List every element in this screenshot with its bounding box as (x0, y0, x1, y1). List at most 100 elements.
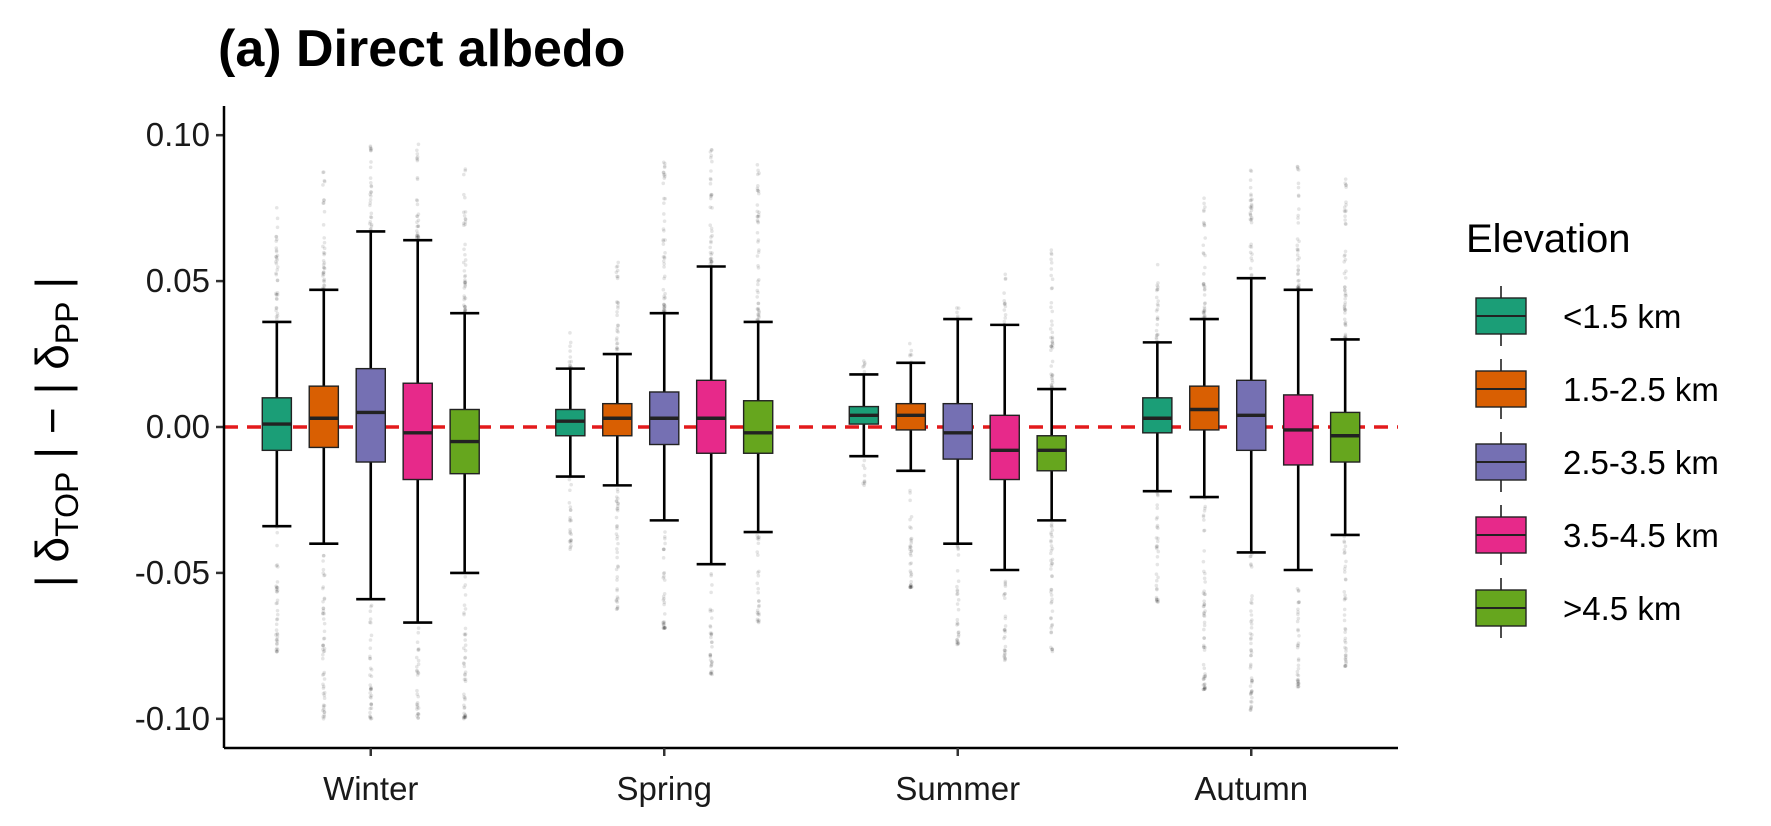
outlier-point (710, 233, 714, 238)
outlier-point (463, 713, 467, 718)
outlier-point (1249, 169, 1254, 173)
outlier-point (1249, 218, 1253, 222)
outlier-point (662, 574, 666, 579)
outlier-point (274, 587, 279, 591)
outlier-point (615, 508, 620, 513)
outlier-point (1296, 216, 1300, 220)
outlier-point (322, 714, 327, 719)
outlier-point (1249, 689, 1254, 693)
outlier-point (755, 581, 760, 586)
outlier-point (1343, 664, 1348, 668)
outlier-point (322, 713, 326, 717)
outlier-point (322, 629, 327, 634)
outlier-point (322, 596, 327, 601)
outlier-point (416, 224, 421, 229)
outlier-point (756, 282, 760, 287)
outlier-point (321, 271, 325, 276)
box-body (742, 400, 774, 454)
outlier-point (416, 630, 421, 635)
outlier-point (1202, 602, 1207, 607)
outlier-point (367, 221, 372, 226)
outlier-point (1049, 630, 1054, 634)
outlier-point (710, 251, 714, 255)
outlier-point (1343, 300, 1348, 305)
outlier-point (321, 643, 326, 648)
outlier-point (1296, 627, 1300, 632)
outlier-point (908, 491, 912, 495)
outlier-point (1202, 209, 1206, 214)
outlier-point (1202, 613, 1206, 618)
outlier-point (274, 234, 279, 239)
outlier-point (1249, 204, 1254, 208)
outlier-point (709, 663, 714, 668)
outlier-point (1003, 656, 1008, 660)
outlier-point (414, 664, 419, 669)
outlier-point (275, 314, 280, 318)
outlier-point (322, 179, 327, 184)
outlier-point (756, 306, 761, 311)
outlier-point (1250, 695, 1254, 700)
outlier-point (615, 323, 620, 328)
outlier-point (569, 359, 574, 364)
outlier-point (1202, 686, 1207, 690)
outlier-point (274, 305, 279, 310)
box-3-2 (1235, 276, 1267, 554)
outlier-point (908, 488, 912, 493)
x-tick-label: Autumn (1194, 770, 1308, 807)
outlier-point (955, 584, 959, 589)
outlier-point (1203, 685, 1207, 690)
outlier-points (321, 170, 327, 721)
outlier-point (756, 184, 760, 188)
outlier-point (756, 213, 761, 217)
outlier-point (1201, 559, 1206, 564)
outlier-point (1343, 636, 1348, 641)
outlier-point (1049, 588, 1054, 592)
outlier-point (274, 205, 279, 210)
outlier-point (1002, 636, 1006, 641)
outlier-point (1049, 344, 1053, 348)
outlier-point (462, 295, 467, 300)
outlier-point (1296, 185, 1301, 190)
outlier-point (275, 530, 280, 535)
outlier-point (615, 341, 620, 346)
outlier-point (1002, 596, 1007, 601)
outlier-point (275, 631, 280, 636)
outlier-point (321, 278, 326, 283)
outlier-point (955, 306, 959, 310)
outlier-points (708, 148, 714, 677)
outlier-point (414, 236, 419, 240)
outlier-point (662, 164, 667, 168)
outlier-point (615, 346, 619, 350)
outlier-point (1201, 281, 1206, 286)
outlier-point (1002, 651, 1007, 655)
outlier-point (615, 345, 619, 350)
outlier-point (1049, 372, 1053, 376)
outlier-point (1050, 574, 1054, 578)
outlier-point (463, 195, 467, 200)
outlier-point (274, 256, 279, 260)
outlier-point (1050, 359, 1055, 364)
outlier-point (955, 637, 959, 642)
outlier-point (709, 193, 713, 198)
outlier-point (709, 259, 714, 264)
outlier-point (1002, 648, 1007, 652)
outlier-point (1003, 616, 1008, 621)
outlier-point (909, 515, 914, 519)
outlier-point (1248, 664, 1253, 668)
outlier-point (1343, 626, 1347, 631)
outlier-point (615, 276, 620, 281)
outlier-point (1050, 647, 1054, 652)
outlier-point (275, 639, 280, 643)
outlier-point (322, 266, 327, 271)
outlier-point (615, 550, 620, 555)
outlier-point (1248, 250, 1253, 255)
outlier-point (463, 715, 467, 719)
outlier-point (369, 687, 373, 692)
outlier-point (1202, 589, 1206, 594)
outlier-point (322, 283, 327, 288)
outlier-point (956, 642, 960, 646)
outlier-point (1003, 584, 1008, 588)
outlier-point (956, 306, 961, 310)
outlier-point (708, 262, 713, 266)
outlier-point (1343, 249, 1348, 254)
